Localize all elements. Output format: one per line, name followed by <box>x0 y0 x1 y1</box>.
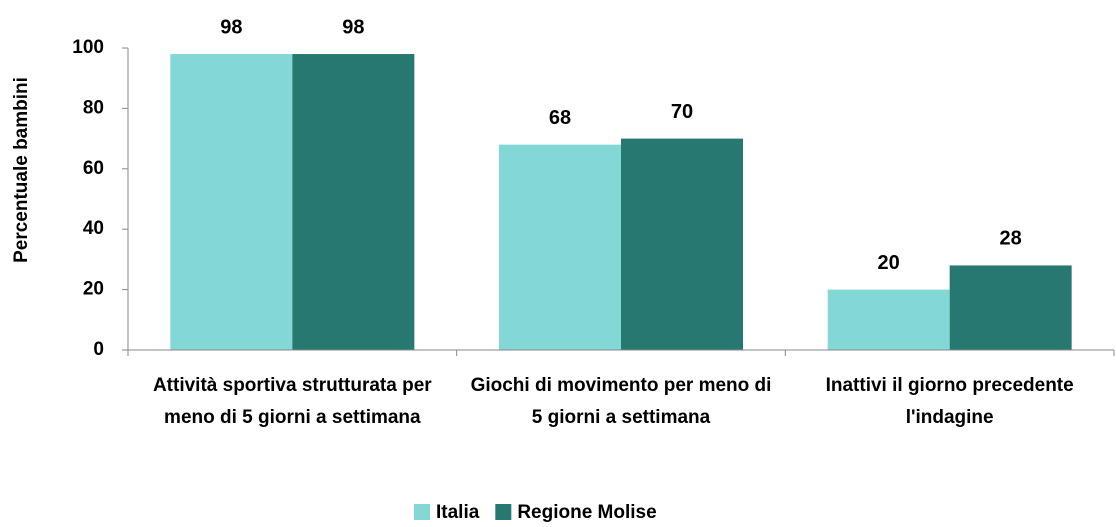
y-axis-title: Percentuale bambini <box>11 77 32 263</box>
y-tick-label: 40 <box>83 218 104 239</box>
x-tick-label: Attività sportiva strutturata per meno d… <box>152 375 432 428</box>
data-label: 98 <box>220 16 242 38</box>
data-label: 68 <box>549 107 571 129</box>
data-label: 70 <box>671 101 693 123</box>
data-label: 28 <box>1000 228 1022 250</box>
legend-swatch <box>414 504 430 520</box>
legend-label: Regione Molise <box>517 502 656 523</box>
bar <box>292 54 415 350</box>
legend-swatch <box>495 504 512 520</box>
y-tick-label: 20 <box>83 279 104 300</box>
bar <box>827 289 950 350</box>
data-label: 20 <box>878 252 900 274</box>
bar <box>949 265 1072 350</box>
legend-label: Italia <box>436 502 480 523</box>
y-tick-label: 60 <box>83 158 104 179</box>
bar <box>499 144 621 350</box>
bar <box>621 138 743 350</box>
y-tick-label: 100 <box>72 37 104 58</box>
y-tick-label: 80 <box>83 97 104 118</box>
data-label: 98 <box>342 16 364 38</box>
x-tick-label: Giochi di movimento per meno di 5 giorni… <box>470 375 772 428</box>
bar <box>170 54 293 350</box>
y-tick-label: 0 <box>93 339 104 360</box>
x-tick-label: Inattivi il giorno precedente l'indagine <box>825 375 1074 428</box>
